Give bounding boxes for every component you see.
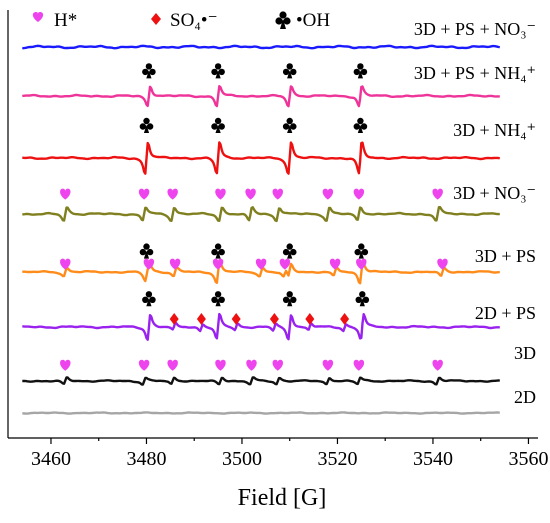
x-tick-label: 3560 (509, 448, 549, 470)
series-label: 3D (514, 343, 536, 363)
series-label: 2D (514, 387, 536, 407)
series-line (22, 260, 500, 285)
legend: H* SO₄•⁻ •OH (32, 10, 330, 31)
series-line (22, 141, 500, 175)
oh-marker-icon (282, 291, 297, 307)
series-label: 3D + PS (475, 246, 536, 266)
series-line (22, 312, 500, 341)
series-label: 3D + PS + NH₄⁺ (414, 63, 536, 83)
h-marker-icon (322, 359, 334, 371)
h-marker-icon (245, 188, 256, 200)
oh-marker-icon (282, 243, 297, 259)
h-marker-icon (272, 359, 284, 371)
x-tick-label: 3520 (318, 448, 358, 470)
series-label: 3D + NO₃⁻ (453, 183, 536, 203)
legend-heart-icon (32, 12, 44, 22)
oh-marker-icon (282, 117, 297, 133)
h-marker-icon (353, 188, 365, 200)
h-marker-icon (167, 359, 178, 371)
h-marker-icon (215, 188, 226, 200)
legend-diamond-icon (151, 13, 161, 25)
oh-marker-icon (211, 291, 225, 307)
series-line (22, 376, 500, 386)
h-marker-icon (279, 258, 291, 270)
legend-label-so4: SO₄•⁻ (170, 10, 218, 31)
series-label: 2D + PS (475, 303, 536, 323)
oh-marker-icon (142, 291, 156, 307)
h-marker-icon (167, 188, 178, 200)
oh-marker-icon (211, 243, 225, 259)
oh-marker-icon (211, 63, 225, 79)
h-marker-icon (437, 258, 448, 270)
oh-marker-icon (355, 291, 370, 307)
plot-area (22, 44, 500, 415)
x-tick-label: 3540 (413, 448, 453, 470)
h-marker-icon (432, 359, 443, 371)
h-marker-icon (60, 258, 71, 270)
h-marker-icon (255, 258, 267, 270)
oh-marker-icon (139, 243, 154, 259)
h-marker-icon (322, 188, 334, 200)
legend-club-icon (275, 11, 291, 29)
series-labels: 3D + PS + NO₃⁻ 3D + PS + NH₄⁺ 3D + NH₄⁺ 3D … (414, 19, 536, 407)
x-tick-label: 3460 (31, 448, 71, 470)
h-marker-icon (138, 359, 150, 371)
h-marker-icon (432, 188, 443, 200)
series-label: 3D + PS + NO₃⁻ (414, 19, 536, 39)
h-marker-icon (329, 258, 341, 270)
h-marker-icon (212, 258, 224, 270)
so4-marker-icon (231, 313, 241, 325)
h-marker-icon (60, 188, 71, 200)
series-line (22, 44, 500, 50)
oh-marker-icon (353, 63, 368, 79)
oh-marker-icon (282, 63, 297, 79)
legend-label-h: H* (54, 10, 77, 31)
x-axis-label: Field [G] (238, 485, 327, 511)
h-marker-icon (246, 359, 257, 371)
so4-marker-icon (305, 313, 315, 325)
oh-marker-icon (353, 117, 368, 133)
x-axis: 3460 3480 3500 3520 3540 3560 (7, 10, 549, 470)
legend-label-oh: •OH (296, 10, 330, 31)
x-tick-label: 3500 (222, 448, 262, 470)
so4-marker-icon (340, 313, 350, 325)
series-line (22, 205, 500, 223)
h-marker-icon (353, 359, 365, 371)
so4-marker-icon (269, 313, 279, 325)
peak-markers (60, 63, 448, 371)
so4-marker-icon (196, 313, 206, 325)
h-marker-icon (215, 359, 226, 371)
h-marker-icon (169, 258, 181, 270)
so4-marker-icon (169, 313, 179, 325)
h-marker-icon (138, 188, 150, 200)
h-marker-icon (272, 188, 284, 200)
oh-marker-icon (142, 63, 156, 79)
oh-marker-icon (139, 117, 154, 133)
series-label: 3D + NH₄⁺ (453, 120, 536, 140)
oh-marker-icon (354, 243, 369, 259)
series-line (22, 411, 500, 415)
x-tick-label: 3480 (127, 448, 167, 470)
h-marker-icon (60, 359, 71, 371)
h-marker-icon (143, 258, 155, 270)
series-line (22, 84, 500, 108)
oh-marker-icon (211, 117, 225, 133)
h-marker-icon (356, 258, 367, 270)
